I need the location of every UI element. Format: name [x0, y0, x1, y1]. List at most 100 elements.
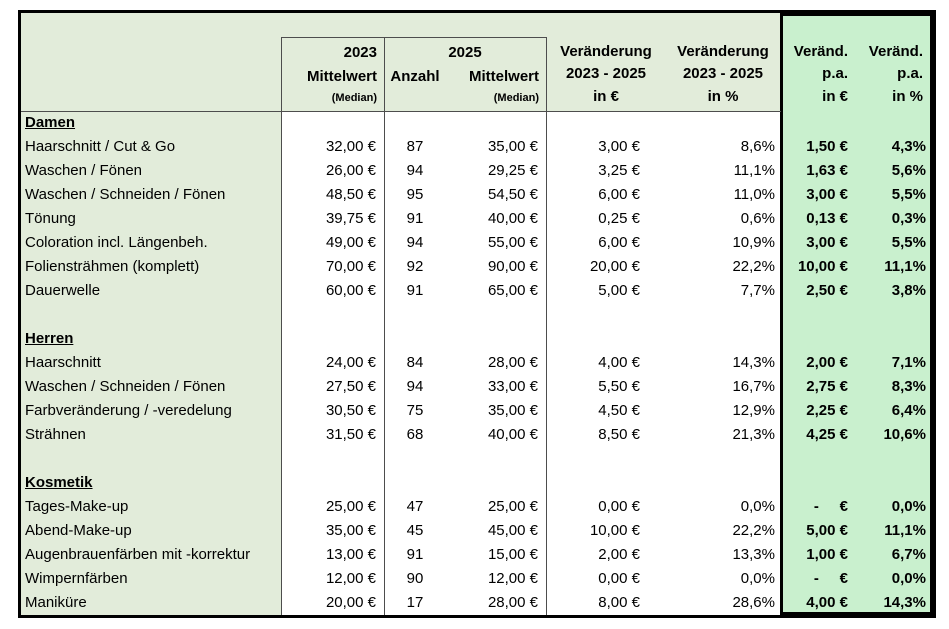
mittelwert-2025-cell: [446, 447, 546, 471]
pa-eur-cell: 4,25 €: [806, 426, 848, 443]
service-name-cell: Waschen / Fönen: [25, 162, 143, 179]
mittelwert-2023-cell: [281, 111, 384, 135]
veraenderung-eur-cell: 3,00 €: [598, 138, 640, 155]
pa-eur-cell: 2,50 €: [806, 282, 848, 299]
pa-pct-cell: 10,6%: [883, 426, 926, 443]
anzahl-cell: 91: [406, 210, 424, 227]
anzahl-cell: 92: [406, 258, 424, 275]
table-row: Waschen / Schneiden / Fönen 48,50 € 95 54,5…: [21, 183, 933, 207]
service-name-cell: Augenbrauenfärben mit -korrektur: [25, 546, 251, 563]
pa-pct-cell: [860, 303, 933, 327]
table-row: Tages-Make-up 25,00 € 47 25,00 € 0,00 € 0,0% -…: [21, 495, 933, 519]
mittelwert-2023-cell: 31,50 €: [325, 426, 376, 443]
veraenderung-eur-cell: 0,00 €: [598, 498, 640, 515]
service-name-cell: Foliensträhmen (komplett): [25, 258, 200, 275]
mittelwert-2023-cell: 60,00 €: [325, 282, 376, 299]
pa-pct-cell: 0,3%: [891, 210, 926, 227]
pa-eur-cell: 0,13 €: [806, 210, 848, 227]
pa-pct-cell: 0,0%: [891, 570, 926, 587]
veraenderung-eur-cell: [546, 303, 666, 327]
pa-pct-cell: 5,6%: [891, 162, 926, 179]
pa-eur-cell: 2,75 €: [806, 378, 848, 395]
section-row: Damen: [21, 111, 933, 135]
anzahl-cell: 68: [406, 426, 424, 443]
service-name-cell: Maniküre: [25, 594, 87, 611]
anzahl-cell: 87: [406, 138, 424, 155]
mittelwert-2023-cell: 12,00 €: [325, 570, 376, 587]
pa-eur-cell: 1,63 €: [806, 162, 848, 179]
mittelwert-2025-cell: [446, 471, 546, 495]
mittelwert-2025-cell: 33,00 €: [487, 378, 538, 395]
anzahl-cell: 90: [406, 570, 424, 587]
service-name-cell: Wimpernfärben: [25, 570, 128, 587]
header-veraend-label: Veränd.: [793, 42, 848, 60]
mittelwert-2025-cell: 35,00 €: [487, 138, 538, 155]
anzahl-cell: [384, 327, 446, 351]
veraenderung-pct-cell: [666, 327, 780, 351]
anzahl-cell: 84: [406, 354, 424, 371]
per-annum-highlight-box: [780, 13, 933, 615]
header-background: [21, 13, 780, 111]
table-row: Maniküre 20,00 € 17 28,00 € 8,00 € 28,6% 4,00 …: [21, 591, 933, 615]
header-pa-pct: Veränd. p.a. in %: [860, 37, 930, 111]
veraenderung-pct-cell: 7,7%: [740, 282, 775, 299]
header-veraenderung-label: Veränderung: [677, 42, 769, 60]
veraenderung-pct-cell: 16,7%: [732, 378, 775, 395]
mittelwert-2023-cell: 20,00 €: [325, 594, 376, 611]
pa-eur-cell: [780, 303, 860, 327]
anzahl-cell: 91: [406, 282, 424, 299]
veraenderung-eur-cell: 0,00 €: [598, 570, 640, 587]
pa-eur-cell: - €: [813, 498, 848, 515]
pa-pct-cell: 5,5%: [891, 234, 926, 251]
mittelwert-2025-cell: [446, 111, 546, 135]
section-row: Herren: [21, 327, 933, 351]
veraenderung-pct-cell: 11,0%: [733, 186, 775, 203]
veraenderung-eur-cell: 8,50 €: [598, 426, 640, 443]
divider-label-column: [281, 37, 282, 615]
veraenderung-pct-cell: 8,6%: [740, 138, 775, 155]
veraenderung-pct-cell: 22,2%: [732, 258, 775, 275]
mittelwert-2025-cell: 35,00 €: [487, 402, 538, 419]
service-name-cell: Tages-Make-up: [25, 498, 129, 515]
pa-eur-cell: 1,00 €: [806, 546, 848, 563]
mittelwert-2025-cell: 25,00 €: [487, 498, 538, 515]
veraenderung-pct-cell: [666, 111, 780, 135]
pa-pct-cell: [860, 111, 933, 135]
anzahl-cell: [384, 303, 446, 327]
pa-eur-cell: 3,00 €: [806, 186, 848, 203]
service-name-cell: [21, 303, 281, 327]
service-name-cell: Coloration incl. Längenbeh.: [25, 234, 208, 251]
header-pa-label: p.a.: [822, 65, 848, 83]
anzahl-cell: 47: [406, 498, 424, 515]
section-row: Kosmetik: [21, 471, 933, 495]
table-row: Haarschnitt / Cut & Go 32,00 € 87 35,00 € 3,…: [21, 135, 933, 159]
service-name-cell: Strähnen: [25, 426, 86, 443]
anzahl-cell: 94: [406, 162, 424, 179]
service-name-cell: Abend-Make-up: [25, 522, 132, 539]
header-pa-label: p.a.: [897, 65, 923, 83]
veraenderung-eur-cell: 5,50 €: [598, 378, 640, 395]
table-row: Foliensträhmen (komplett) 70,00 € 92 90,00 …: [21, 255, 933, 279]
veraenderung-pct-cell: 12,9%: [732, 402, 775, 419]
veraenderung-eur-cell: 6,00 €: [598, 186, 640, 203]
anzahl-cell: [384, 111, 446, 135]
mittelwert-2023-cell: 39,75 €: [325, 210, 376, 227]
pa-pct-cell: [860, 327, 933, 351]
veraenderung-pct-cell: [666, 303, 780, 327]
mittelwert-2023-cell: 25,00 €: [325, 498, 376, 515]
veraenderung-pct-cell: 28,6%: [732, 594, 775, 611]
section-title-cell: Herren: [25, 330, 74, 347]
spacer-row: [21, 303, 933, 327]
veraenderung-eur-cell: 8,00 €: [598, 594, 640, 611]
veraenderung-pct-cell: 0,0%: [740, 570, 775, 587]
mittelwert-2025-cell: 40,00 €: [487, 426, 538, 443]
header-veraenderung-eur: Veränderung 2023 - 2025 in €: [546, 37, 666, 111]
header-veraenderung-label: Veränderung: [560, 42, 652, 60]
mittelwert-2023-cell: 32,00 €: [325, 138, 376, 155]
header-bottom-border: [21, 111, 781, 112]
veraenderung-pct-cell: [666, 471, 780, 495]
veraenderung-pct-cell: 14,3%: [732, 354, 775, 371]
header-median-2025: (Median): [493, 91, 539, 104]
table-row: Dauerwelle 60,00 € 91 65,00 € 5,00 € 7,7% 2,50…: [21, 279, 933, 303]
veraenderung-pct-cell: 13,3%: [732, 546, 775, 563]
